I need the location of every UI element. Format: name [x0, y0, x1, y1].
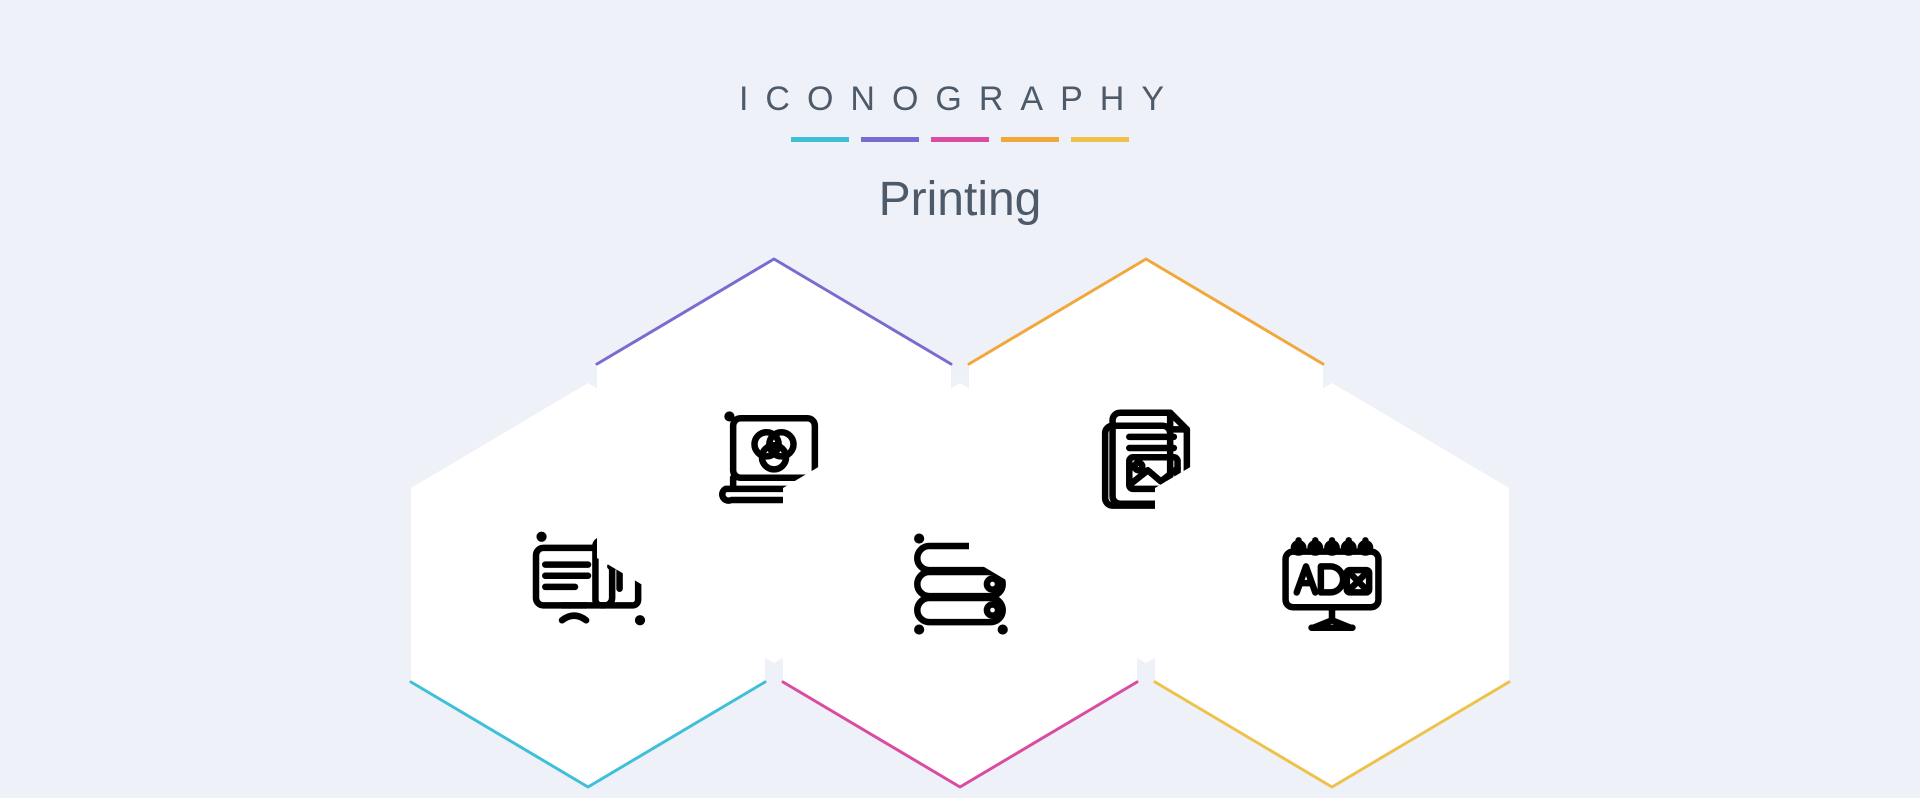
- pack-title: Printing: [879, 172, 1042, 227]
- hex-row: [0, 308, 1920, 738]
- ad-billboard-icon: [1267, 520, 1397, 650]
- underline-seg-3: [1001, 137, 1059, 142]
- hex-card-4: [1147, 375, 1517, 795]
- infographic-canvas: ICONOGRAPHY Printing: [0, 0, 1920, 798]
- underline-seg-1: [861, 137, 919, 142]
- underline-seg-2: [931, 137, 989, 142]
- header: ICONOGRAPHY Printing: [0, 80, 1920, 227]
- underline-seg-0: [791, 137, 849, 142]
- underline-seg-4: [1071, 137, 1129, 142]
- brand-underline: [791, 137, 1129, 142]
- brand-title: ICONOGRAPHY: [739, 80, 1181, 119]
